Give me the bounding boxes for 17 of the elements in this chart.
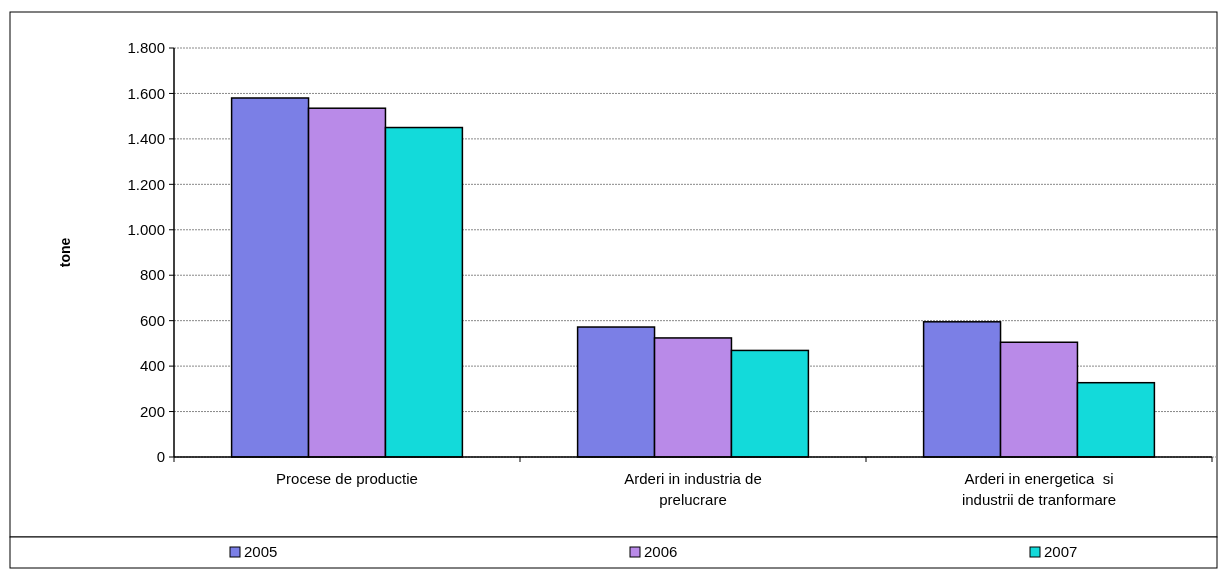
y-tick-label: 1.600 [127, 84, 165, 102]
y-tick-label: 0 [156, 448, 165, 466]
x-tick-label: Procese de productie [276, 470, 418, 487]
legend-label: 2005 [244, 543, 278, 561]
x-tick-label: Arderi in industria de prelucrare [624, 470, 762, 508]
y-tick-label: 1.000 [127, 221, 165, 239]
y-tick-label: 600 [139, 311, 165, 329]
y-tick-label: 1.200 [127, 175, 165, 193]
legend-label: 2007 [1044, 543, 1078, 561]
y-axis-title: tone [57, 237, 73, 268]
x-tick-label: Arderi in energetica si industrii de tranformare [961, 470, 1117, 508]
y-tick-label: 400 [139, 357, 165, 375]
legend-label: 2006 [644, 543, 678, 561]
y-tick-label: 1.800 [127, 39, 165, 57]
y-tick-label: 1.400 [127, 130, 165, 148]
y-tick-label: 200 [139, 402, 165, 420]
y-tick-label: 800 [139, 266, 165, 284]
